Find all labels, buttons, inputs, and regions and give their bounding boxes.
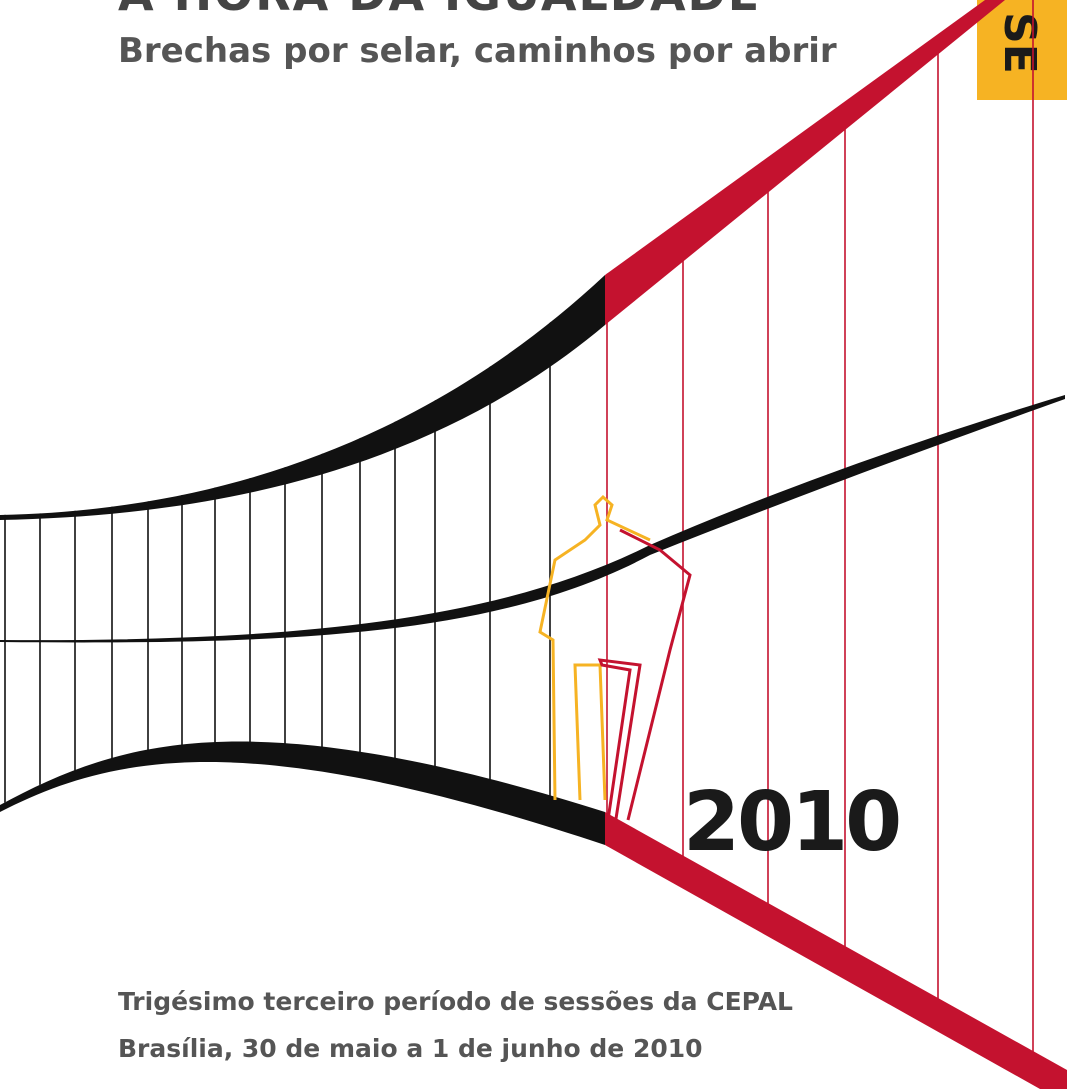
tab-label: SE <box>994 12 1045 74</box>
red-figure <box>597 528 692 826</box>
year: 2010 <box>683 775 899 870</box>
upper-black-band <box>0 275 605 520</box>
middle-line <box>0 395 1065 643</box>
footer-line: Trigésimo terceiro período de sessões da… <box>118 987 793 1016</box>
lower-black-band <box>0 741 605 845</box>
lower-red-band <box>605 812 1067 1089</box>
footer-line: Brasília, 30 de maio a 1 de junho de 201… <box>118 1034 703 1063</box>
title: A HORA DA IGUALDADE <box>118 0 761 21</box>
yellow-figure <box>538 494 651 801</box>
black-verticals <box>4 275 551 845</box>
upper-red-band <box>605 0 1005 325</box>
tab <box>977 0 1067 100</box>
subtitle: Brechas por selar, caminhos por abrir <box>118 31 837 71</box>
